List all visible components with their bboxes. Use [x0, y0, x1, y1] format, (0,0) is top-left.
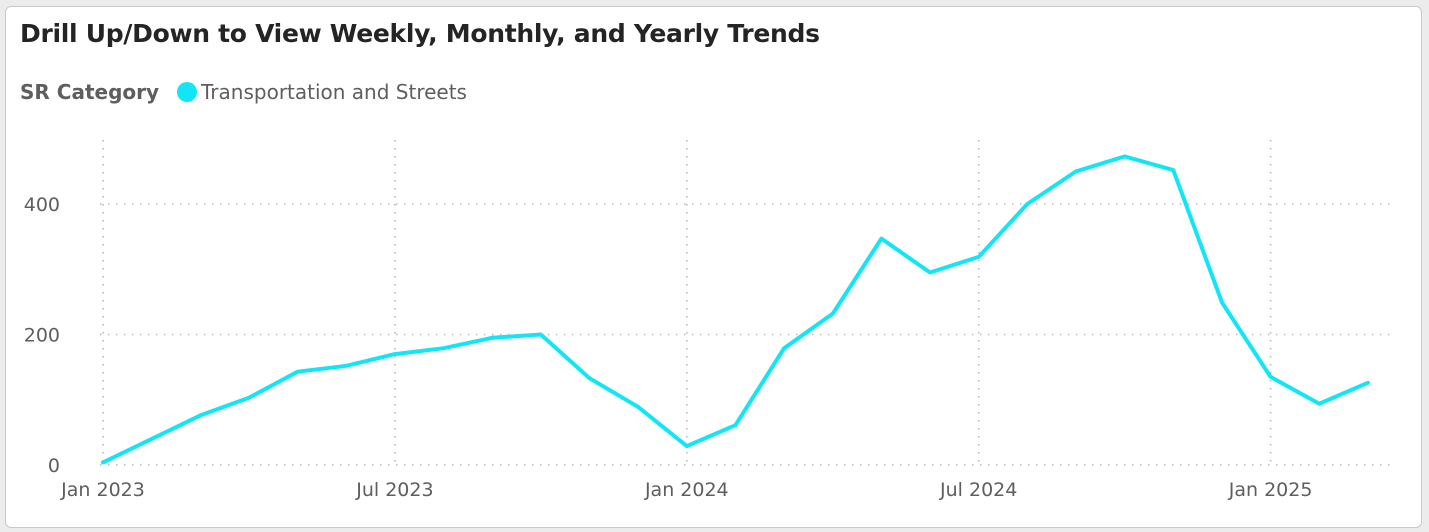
data-point[interactable]: [1362, 377, 1374, 389]
gridlines: [100, 140, 1390, 466]
y-tick-label: 0: [48, 455, 60, 477]
data-point[interactable]: [243, 392, 255, 404]
series-layer[interactable]: [97, 150, 1374, 468]
x-tick-label: Jul 2023: [355, 479, 433, 501]
data-point[interactable]: [632, 401, 644, 413]
data-point[interactable]: [1070, 165, 1082, 177]
y-tick-label: 400: [24, 194, 60, 216]
data-point[interactable]: [535, 329, 547, 341]
data-point[interactable]: [389, 348, 401, 360]
data-point[interactable]: [875, 233, 887, 245]
data-point[interactable]: [486, 332, 498, 344]
y-tick-label: 200: [24, 325, 60, 347]
chart-title: Drill Up/Down to View Weekly, Monthly, a…: [20, 19, 820, 48]
data-point[interactable]: [194, 409, 206, 421]
data-point[interactable]: [438, 342, 450, 354]
data-point[interactable]: [1216, 297, 1228, 309]
data-point[interactable]: [1119, 150, 1131, 162]
x-tick-label: Jul 2024: [939, 479, 1017, 501]
data-point[interactable]: [778, 342, 790, 354]
data-point[interactable]: [1313, 398, 1325, 410]
legend-title: SR Category: [20, 80, 160, 104]
data-point[interactable]: [584, 372, 596, 384]
legend-marker-circle-icon: [177, 82, 198, 102]
data-point[interactable]: [146, 433, 158, 445]
data-point[interactable]: [292, 366, 304, 378]
data-point[interactable]: [1265, 371, 1277, 383]
x-tick-label: Jan 2023: [60, 479, 145, 501]
data-point[interactable]: [1021, 198, 1033, 210]
legend-series-label[interactable]: Transportation and Streets: [201, 80, 467, 104]
data-point[interactable]: [827, 308, 839, 320]
x-tick-label: Jan 2025: [1228, 479, 1313, 501]
data-point[interactable]: [924, 267, 936, 279]
data-point[interactable]: [1167, 164, 1179, 176]
chart-card: Drill Up/Down to View Weekly, Monthly, a…: [5, 6, 1422, 528]
x-tick-label: Jan 2024: [644, 479, 729, 501]
series-line-transportation-and-streets[interactable]: [101, 154, 1370, 465]
x-axis: Jan 2023 Jul 2023 Jan 2024 Jul 2024 Jan 2025: [60, 479, 1312, 501]
data-point[interactable]: [97, 456, 109, 468]
data-point[interactable]: [973, 251, 985, 263]
legend[interactable]: SR Category Transportation and Streets: [20, 79, 467, 105]
data-point[interactable]: [729, 419, 741, 431]
data-point[interactable]: [340, 360, 352, 372]
y-axis: 0 200 400: [24, 194, 60, 477]
data-point[interactable]: [681, 440, 693, 452]
